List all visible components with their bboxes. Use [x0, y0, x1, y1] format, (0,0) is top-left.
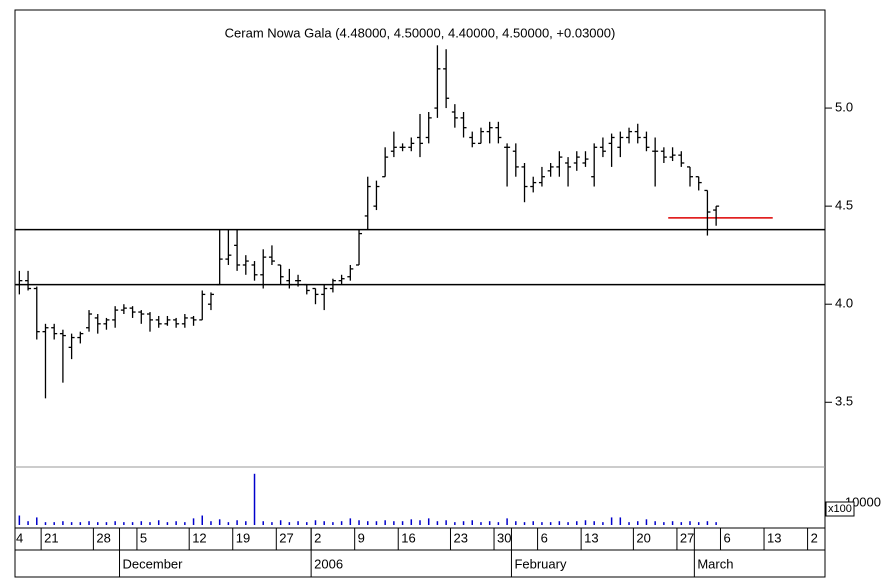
x-tick-label: 27 [279, 530, 293, 545]
x-tick-label: 2 [314, 530, 321, 545]
x-tick-label: 6 [541, 530, 548, 545]
x-tick-label: 12 [192, 530, 206, 545]
y-tick-label: 4.0 [835, 296, 853, 311]
y-tick-label: 3.5 [835, 394, 853, 409]
volume-unit: x100 [828, 503, 852, 515]
month-label: March [697, 556, 733, 571]
x-tick-label: 23 [453, 530, 467, 545]
x-tick-label: 6 [723, 530, 730, 545]
x-tick-label: 4 [16, 530, 23, 545]
x-tick-label: 20 [636, 530, 650, 545]
x-tick-label: 2 [811, 530, 818, 545]
chart-title: Ceram Nowa Gala (4.48000, 4.50000, 4.400… [225, 25, 616, 40]
chart-frame [14, 9, 826, 578]
x-tick-label: 5 [140, 530, 147, 545]
month-label: December [123, 556, 184, 571]
month-label: February [514, 556, 567, 571]
x-tick-label: 19 [236, 530, 250, 545]
volume-unit-box [825, 501, 855, 517]
x-tick-label: 9 [358, 530, 365, 545]
y-tick-label: 4.5 [835, 198, 853, 213]
x-tick-label: 21 [44, 530, 58, 545]
x-tick-label: 30 [497, 530, 511, 545]
x-tick-label: 28 [96, 530, 110, 545]
x-tick-label: 13 [767, 530, 781, 545]
x-tick-label: 13 [584, 530, 598, 545]
month-label: 2006 [314, 556, 343, 571]
x-tick-label: 27 [680, 530, 694, 545]
x-tick-label: 16 [401, 530, 415, 545]
y-tick-label: 5.0 [835, 100, 853, 115]
